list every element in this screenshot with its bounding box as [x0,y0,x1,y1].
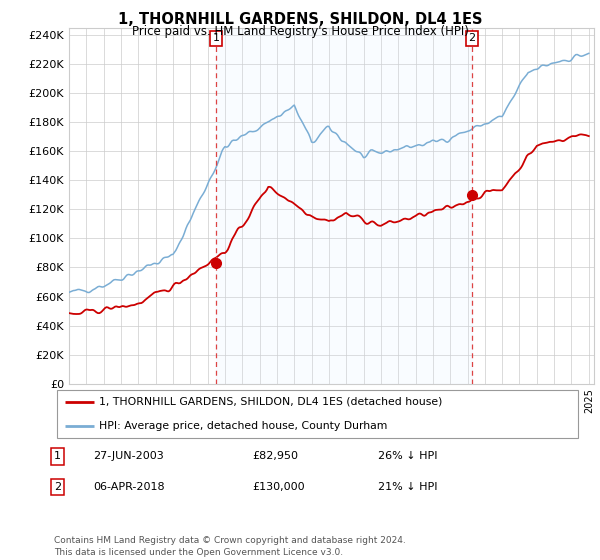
Text: 26% ↓ HPI: 26% ↓ HPI [378,451,437,461]
Text: 1: 1 [54,451,61,461]
Text: 1, THORNHILL GARDENS, SHILDON, DL4 1ES: 1, THORNHILL GARDENS, SHILDON, DL4 1ES [118,12,482,27]
Text: £130,000: £130,000 [252,482,305,492]
Text: £82,950: £82,950 [252,451,298,461]
Bar [216,28,472,384]
Text: 21% ↓ HPI: 21% ↓ HPI [378,482,437,492]
Text: 1, THORNHILL GARDENS, SHILDON, DL4 1ES (detached house): 1, THORNHILL GARDENS, SHILDON, DL4 1ES (… [99,397,442,407]
Text: 06-APR-2018: 06-APR-2018 [93,482,164,492]
FancyBboxPatch shape [56,390,578,437]
Text: Contains HM Land Registry data © Crown copyright and database right 2024.
This d: Contains HM Land Registry data © Crown c… [54,536,406,557]
Text: 2: 2 [54,482,61,492]
Text: HPI: Average price, detached house, County Durham: HPI: Average price, detached house, Coun… [99,421,387,431]
Text: 27-JUN-2003: 27-JUN-2003 [93,451,164,461]
Text: 2: 2 [469,34,476,43]
Text: Price paid vs. HM Land Registry's House Price Index (HPI): Price paid vs. HM Land Registry's House … [131,25,469,38]
Text: 1: 1 [212,34,220,43]
